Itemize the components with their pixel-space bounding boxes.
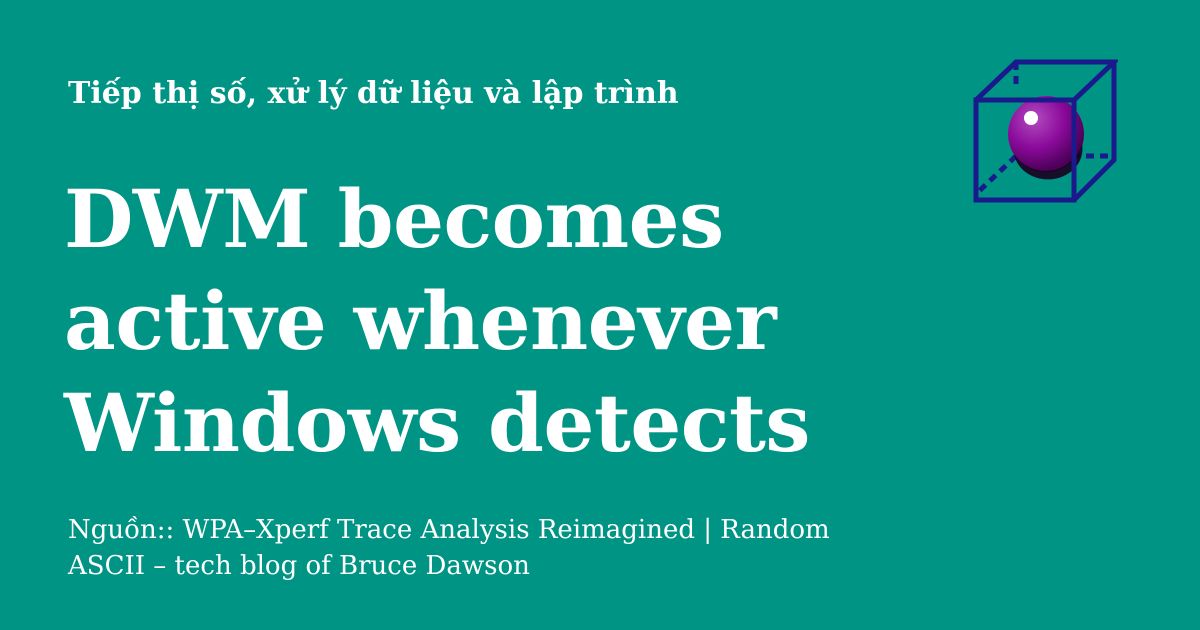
title-line-1: DWM becomes xyxy=(64,172,724,266)
cube-with-sphere-icon xyxy=(973,59,1118,203)
source-attribution: Nguồn:: WPA–Xperf Trace Analysis Reimagi… xyxy=(68,512,908,584)
site-tagline: Tiếp thị số, xử lý dữ liệu và lập trình xyxy=(68,76,679,111)
title-line-2: active whenever xyxy=(64,274,777,368)
title-line-3: Windows detects xyxy=(64,376,810,470)
source-line-2: ASCII – tech blog of Bruce Dawson xyxy=(68,551,530,581)
article-title: DWM becomes active whenever Windows dete… xyxy=(64,168,944,474)
source-line-1: Nguồn:: WPA–Xperf Trace Analysis Reimagi… xyxy=(68,515,830,545)
